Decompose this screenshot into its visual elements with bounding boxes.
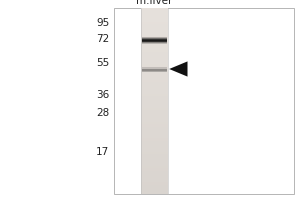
Bar — [142, 40, 167, 42]
Bar — [141, 173, 168, 176]
Bar — [141, 113, 168, 115]
Bar — [141, 57, 168, 59]
Bar — [141, 31, 168, 34]
Bar — [141, 134, 168, 136]
Bar — [141, 122, 168, 124]
Bar — [141, 13, 168, 15]
Bar — [141, 131, 168, 134]
Bar — [141, 71, 168, 73]
Bar — [141, 161, 168, 164]
Bar — [141, 87, 168, 90]
Text: 28: 28 — [96, 108, 110, 118]
Bar — [141, 171, 168, 173]
Bar — [141, 15, 168, 18]
Bar — [141, 178, 168, 180]
Bar — [141, 75, 168, 78]
Bar — [141, 180, 168, 183]
Bar — [141, 103, 168, 106]
Bar — [142, 41, 167, 43]
Bar — [141, 106, 168, 108]
Bar — [141, 148, 168, 150]
Bar — [141, 17, 168, 20]
Bar — [141, 24, 168, 27]
Bar — [141, 43, 168, 45]
Bar — [141, 124, 168, 127]
Bar — [141, 127, 168, 129]
Bar — [142, 38, 167, 39]
Text: 36: 36 — [96, 90, 110, 100]
Bar — [141, 166, 168, 169]
Bar — [141, 101, 168, 104]
Bar — [141, 159, 168, 162]
Text: 95: 95 — [96, 18, 110, 28]
Bar — [141, 110, 168, 113]
Bar — [141, 10, 168, 13]
Text: 72: 72 — [96, 34, 110, 44]
Bar — [141, 68, 168, 71]
Text: 17: 17 — [96, 147, 110, 157]
Bar — [141, 52, 168, 55]
Bar — [141, 115, 168, 117]
Bar — [141, 154, 168, 157]
Bar — [141, 20, 168, 22]
Bar — [141, 129, 168, 131]
Bar — [141, 152, 168, 155]
Bar — [142, 43, 167, 44]
Bar — [141, 8, 168, 11]
Bar — [141, 80, 168, 83]
Bar — [142, 69, 167, 71]
Bar — [141, 22, 168, 24]
Bar — [141, 92, 168, 94]
Bar — [141, 64, 168, 66]
Bar — [141, 41, 168, 43]
Bar — [141, 192, 168, 194]
Bar — [141, 29, 168, 31]
Bar — [141, 138, 168, 141]
Bar — [141, 96, 168, 99]
Bar — [141, 66, 168, 69]
Bar — [141, 136, 168, 138]
Bar — [141, 27, 168, 29]
Text: m.liver: m.liver — [136, 0, 173, 6]
Bar — [141, 175, 168, 178]
Bar — [141, 50, 168, 52]
Bar — [141, 182, 168, 185]
Bar — [114, 8, 294, 194]
Bar — [142, 37, 167, 38]
Bar — [141, 143, 168, 145]
Bar — [141, 120, 168, 122]
Bar — [141, 168, 168, 171]
Bar — [141, 36, 168, 38]
Bar — [141, 108, 168, 110]
Bar — [141, 59, 168, 62]
Bar — [141, 61, 168, 64]
Text: 55: 55 — [96, 58, 110, 68]
Bar — [141, 82, 168, 85]
Bar — [142, 67, 167, 69]
Bar — [142, 71, 167, 72]
Bar — [141, 189, 168, 192]
Bar — [141, 185, 168, 187]
Bar — [141, 141, 168, 143]
Bar — [142, 39, 167, 41]
Bar — [141, 157, 168, 159]
Bar — [141, 150, 168, 152]
Bar — [141, 73, 168, 76]
Bar — [141, 78, 168, 80]
Bar — [141, 117, 168, 120]
Bar — [141, 99, 168, 101]
Bar — [141, 34, 168, 36]
Bar — [141, 54, 168, 57]
Bar — [141, 164, 168, 166]
Bar — [141, 94, 168, 97]
Bar — [141, 45, 168, 48]
Bar — [141, 89, 168, 92]
Bar — [141, 145, 168, 148]
Bar — [141, 187, 168, 190]
Bar — [141, 48, 168, 50]
Bar — [141, 38, 168, 41]
Polygon shape — [169, 61, 188, 77]
Bar — [141, 85, 168, 87]
